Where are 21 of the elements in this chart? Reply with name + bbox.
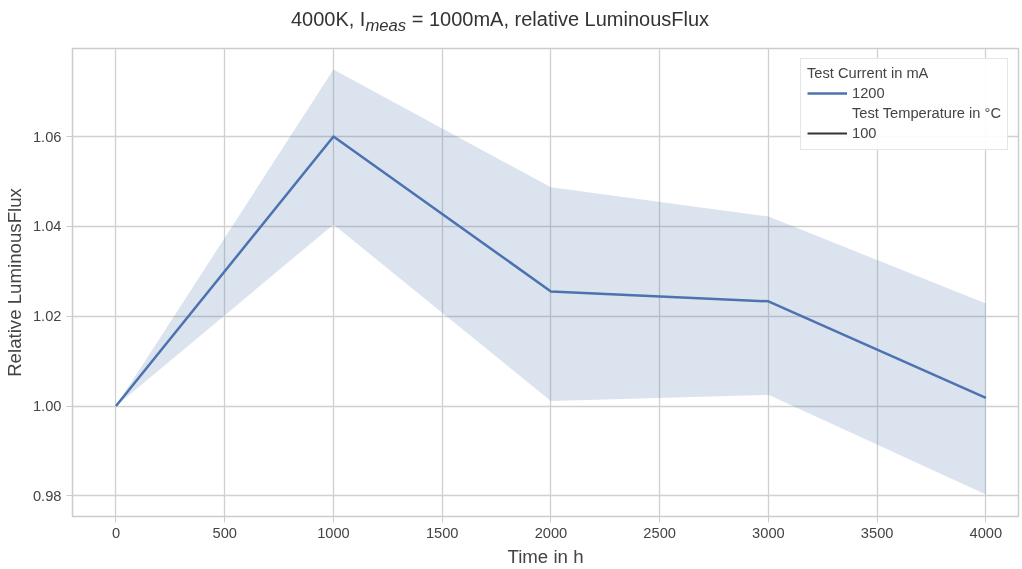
annotation: 100 [852,125,877,141]
legend-title: Test Current in mA [807,65,930,81]
y-tick-label: 0.98 [32,487,62,504]
legend-label: 1200 [852,85,885,101]
y-tick-label: 1.00 [32,398,62,415]
y-tick-label: 1.06 [32,128,62,145]
y-axis-title: Relative LuminousFlux [3,187,25,377]
x-axis-title: Time in h [507,545,584,567]
x-tick-label: 2500 [643,524,676,541]
x-tick-label: 1000 [317,524,350,541]
x-tick-label: 500 [212,524,237,541]
y-tick-label: 1.02 [32,308,62,325]
x-tick-label: 3000 [752,524,785,541]
x-tick-label: 0 [111,524,121,541]
x-tick-label: 3500 [860,524,894,541]
y-tick-label: 1.04 [32,218,62,235]
chart-title: 4000K, I$_{meas}$ = 1000mA, relative LuminousFlux [289,7,711,37]
x-tick-label: 2000 [534,524,568,541]
annotation: Test Temperature in °C [852,105,1001,121]
x-tick-label: 1500 [425,524,459,541]
x-tick-label: 4000 [969,524,1003,541]
